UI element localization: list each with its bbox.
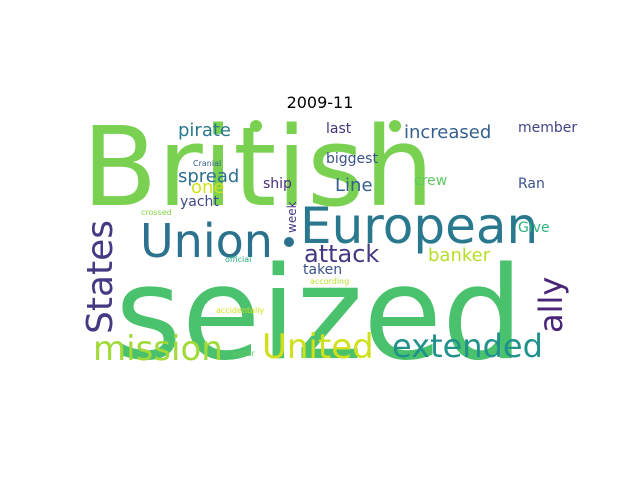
word-extended: extended xyxy=(392,327,543,365)
word-biggest: biggest xyxy=(326,151,378,167)
word-official: official xyxy=(225,255,251,264)
word-accidentally: accidentally xyxy=(216,306,264,315)
word-crew: crew xyxy=(414,173,447,189)
word-ship: ship xyxy=(263,176,292,192)
word-increased: increased xyxy=(404,122,491,143)
word-week: week xyxy=(285,201,299,233)
figure-title: 2009-11 xyxy=(286,93,354,112)
word-ran: Ran xyxy=(518,176,545,192)
word-according: according xyxy=(310,277,349,286)
dot-british-i2 xyxy=(389,120,401,132)
word-yacht: yacht xyxy=(180,194,219,210)
word-pirate: pirate xyxy=(178,120,231,141)
word-mission: mission xyxy=(93,329,223,369)
word-european: European xyxy=(300,197,538,255)
word-banker: banker xyxy=(428,245,491,266)
word-give: Give xyxy=(518,220,550,236)
word-seized: seized xyxy=(115,240,523,389)
word-water: water xyxy=(232,349,256,358)
dot-british-i xyxy=(250,120,262,132)
word-attack: attack xyxy=(304,240,379,268)
word-united: United xyxy=(262,327,374,367)
word-spread: spread xyxy=(178,166,239,187)
word-one: one xyxy=(191,177,225,198)
word-union: Union xyxy=(140,214,273,268)
dot-union-i xyxy=(284,237,294,247)
word-cranial: Cranial xyxy=(193,159,221,168)
word-taken: taken xyxy=(303,262,342,278)
word-line: Line xyxy=(335,175,373,196)
word-ally: ally xyxy=(532,277,570,333)
word-states: States xyxy=(80,220,121,334)
word-member: member xyxy=(518,120,577,136)
word-last: last xyxy=(326,121,352,137)
word-crossed: crossed xyxy=(141,208,172,217)
